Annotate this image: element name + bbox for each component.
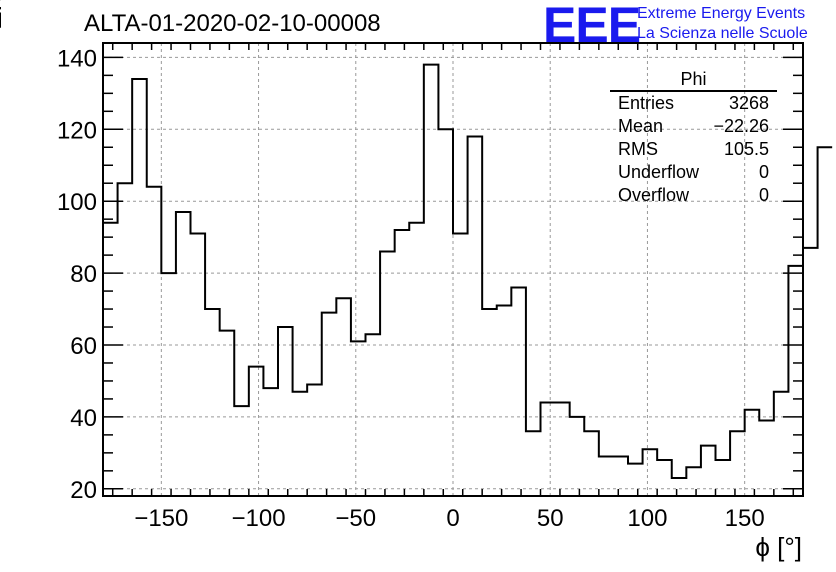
- y-tick-label: 60: [70, 333, 97, 360]
- stats-label: RMS: [618, 139, 658, 159]
- stats-value: 0: [758, 162, 769, 182]
- chart-title: ALTA-01-2020-02-10-00008: [84, 10, 381, 37]
- stats-label: Overflow: [618, 185, 690, 205]
- histogram-line: [103, 63, 833, 480]
- stats-box-title: Phi: [610, 68, 777, 92]
- stats-value: 0: [758, 185, 769, 205]
- y-tick-labels: 20 40 60 80 100 120 140: [57, 45, 97, 503]
- logo-line-1: Extreme Energy Events: [637, 5, 806, 22]
- x-tick-label: 0: [446, 505, 459, 532]
- stats-row-overflow: Overflow 0: [610, 184, 777, 207]
- stats-row-entries: Entries 3268: [610, 92, 777, 115]
- x-tick-label: 150: [725, 505, 765, 532]
- y-tick-label: 80: [70, 261, 97, 288]
- x-tick-labels: −150 −100 −50 0 50 100 150: [134, 505, 764, 532]
- plot-frame: [102, 42, 804, 497]
- x-tick-label: 100: [627, 505, 667, 532]
- y-tick-label: 20: [70, 477, 97, 504]
- stats-label: Entries: [618, 93, 675, 113]
- x-tick-label: −150: [134, 505, 188, 532]
- stats-value: 3268: [728, 93, 769, 113]
- stats-row-rms: RMS 105.5: [610, 138, 777, 161]
- eee-logo: EEE: [543, 0, 641, 53]
- stats-label: Mean: [618, 116, 664, 136]
- y-tick-label: 100: [57, 189, 97, 216]
- logo-line-2: La Scienza nelle Scuole: [637, 25, 808, 42]
- stats-row-underflow: Underflow 0: [610, 161, 777, 184]
- stats-box: Phi Entries 3268 Mean −22.26 RMS 105.5 U…: [610, 68, 777, 207]
- x-axis-label: ϕ [°]: [755, 532, 802, 562]
- stats-label: Underflow: [618, 162, 700, 182]
- y-tick-label: 40: [70, 405, 97, 432]
- y-tick-label: 120: [57, 117, 97, 144]
- axis-ticks: [103, 43, 803, 496]
- y-tick-label: 140: [57, 45, 97, 72]
- x-tick-label: −100: [232, 505, 286, 532]
- x-tick-label: 50: [537, 505, 564, 532]
- x-tick-label: −50: [335, 505, 376, 532]
- stats-value: −22.26: [713, 116, 769, 136]
- stats-value: 105.5: [723, 139, 769, 159]
- y-axis-label: Entries/bin: [0, 0, 8, 30]
- stats-row-mean: Mean −22.26: [610, 115, 777, 138]
